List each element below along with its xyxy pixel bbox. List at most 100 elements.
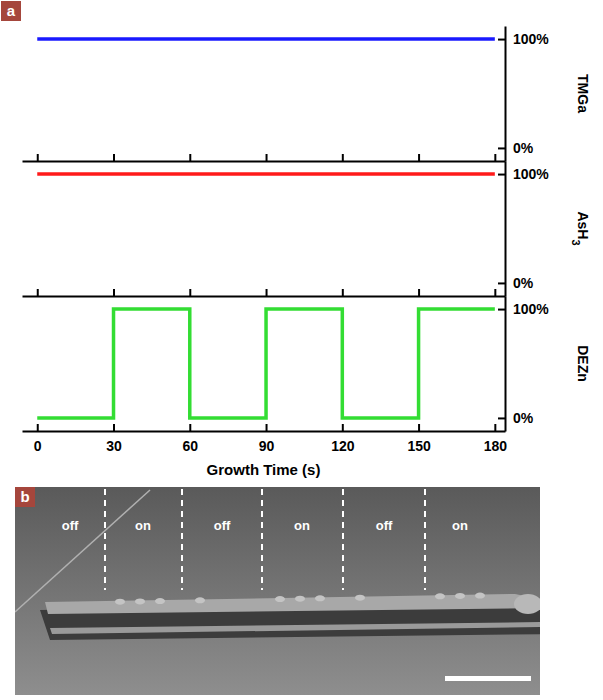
- x-tick: 60: [182, 424, 198, 454]
- x-tick: 0: [34, 424, 42, 454]
- x-axis-line: [23, 161, 506, 163]
- subplot: 0% 100% AsH3: [23, 162, 592, 297]
- x-tick-mark: [266, 154, 268, 161]
- sem-background: [15, 487, 540, 695]
- y-tick-mark: [498, 417, 505, 419]
- plot-marks: [37, 39, 495, 40]
- surface-bump: [115, 599, 125, 605]
- x-tick-mark: [189, 289, 191, 296]
- subplot: 03060901201501800%100%DEZnGrowth Time (s…: [23, 297, 592, 479]
- y-tick-mark: [498, 282, 505, 284]
- y-tick-mark: [498, 39, 505, 41]
- x-tick: 150: [407, 424, 431, 454]
- surface-bump: [355, 595, 365, 601]
- y-tick-mark: [498, 174, 505, 176]
- y-axis-line: [505, 27, 507, 162]
- panel-letter-text: a: [7, 2, 16, 19]
- plot-marks: [37, 174, 495, 175]
- y-axis: 0% 100%: [498, 27, 549, 162]
- x-tick-mark: [342, 424, 344, 431]
- x-tick: 180: [484, 424, 508, 454]
- x-tick-label: 90: [259, 438, 275, 454]
- surface-bump: [135, 598, 145, 604]
- y-tick: 0%: [498, 410, 534, 426]
- segment-label: on: [452, 518, 468, 533]
- x-tick-mark: [113, 289, 115, 296]
- x-tick-mark: [113, 154, 115, 161]
- y-tick: 100%: [498, 31, 549, 47]
- y-tick-mark: [498, 147, 505, 149]
- x-tick-mark: [37, 424, 39, 431]
- x-tick-label: 150: [407, 438, 431, 454]
- x-tick: [266, 154, 267, 161]
- surface-bump: [155, 598, 165, 604]
- y-tick: 0%: [498, 275, 534, 291]
- x-tick-mark: [189, 154, 191, 161]
- x-tick-label: 180: [484, 438, 508, 454]
- x-tick: 30: [106, 424, 122, 454]
- x-tick: [190, 154, 191, 161]
- x-tick-mark: [266, 424, 268, 431]
- x-tick: [114, 154, 115, 161]
- y-tick-label: 0%: [513, 275, 534, 291]
- nanowire-tip: [514, 594, 540, 614]
- x-tick: [419, 154, 420, 161]
- x-tick: [495, 289, 496, 296]
- x-axis-line: [23, 431, 506, 433]
- x-tick: 90: [259, 424, 275, 454]
- sem-image: [15, 487, 560, 695]
- y-axis-title: TMGa: [575, 74, 591, 113]
- x-axis: [23, 154, 506, 162]
- segment-label: off: [214, 518, 231, 533]
- x-tick-mark: [418, 424, 420, 431]
- x-tick: [266, 289, 267, 296]
- x-tick: [419, 289, 420, 296]
- y-tick: 100%: [498, 166, 549, 182]
- y-axis: 0%100%: [498, 297, 549, 432]
- x-tick: [495, 154, 496, 161]
- figure: 0% 100% TMGa a 0% 100% AsH3 0 30 60 90 120 150 180 0% 1…: [0, 0, 603, 700]
- surface-bump: [195, 597, 205, 603]
- segment-label: off: [62, 518, 79, 533]
- surface-bump: [455, 593, 465, 599]
- y-tick-label: 100%: [513, 31, 549, 47]
- surface-bump: [435, 593, 445, 599]
- x-tick-mark: [418, 289, 420, 296]
- y-tick-label: 100%: [513, 166, 549, 182]
- segment-divider: [181, 489, 183, 590]
- x-tick-mark: [342, 154, 344, 161]
- x-tick-mark: [266, 289, 268, 296]
- surface-bump: [295, 596, 305, 602]
- panel-letter-box: [1, 1, 21, 21]
- segment-divider: [261, 489, 263, 590]
- nanowire-edge: [50, 622, 540, 634]
- panel-letter-text: b: [20, 488, 29, 505]
- segment-labels: offonoffonoffon: [62, 518, 468, 533]
- segment-divider: [342, 489, 344, 590]
- x-tick-label: 120: [331, 438, 355, 454]
- y-axis-line: [505, 162, 507, 297]
- y-tick: 0%: [498, 140, 534, 156]
- x-tick-label: 60: [182, 438, 198, 454]
- subplot: 0% 100% TMGa: [23, 27, 592, 162]
- panel-letter: b: [15, 487, 35, 507]
- y-tick-label: 0%: [513, 140, 534, 156]
- x-tick: [37, 154, 38, 161]
- x-tick-label: 30: [106, 438, 122, 454]
- x-tick: [37, 289, 38, 296]
- plot-marks: [37, 309, 495, 418]
- x-tick-mark: [494, 424, 496, 431]
- series-line: [37, 309, 495, 418]
- nanowire-top: [45, 594, 540, 614]
- x-tick-mark: [189, 424, 191, 431]
- x-axis-line: [23, 296, 506, 298]
- y-tick-mark: [498, 309, 505, 311]
- fiber: [15, 490, 150, 612]
- x-tick-mark: [418, 154, 420, 161]
- y-axis-title: AsH3: [570, 211, 591, 245]
- x-tick: 120: [331, 424, 355, 454]
- surface-bump: [275, 596, 285, 602]
- y-axis-title: DEZn: [575, 345, 591, 382]
- x-tick: [190, 289, 191, 296]
- segment-divider: [424, 489, 426, 590]
